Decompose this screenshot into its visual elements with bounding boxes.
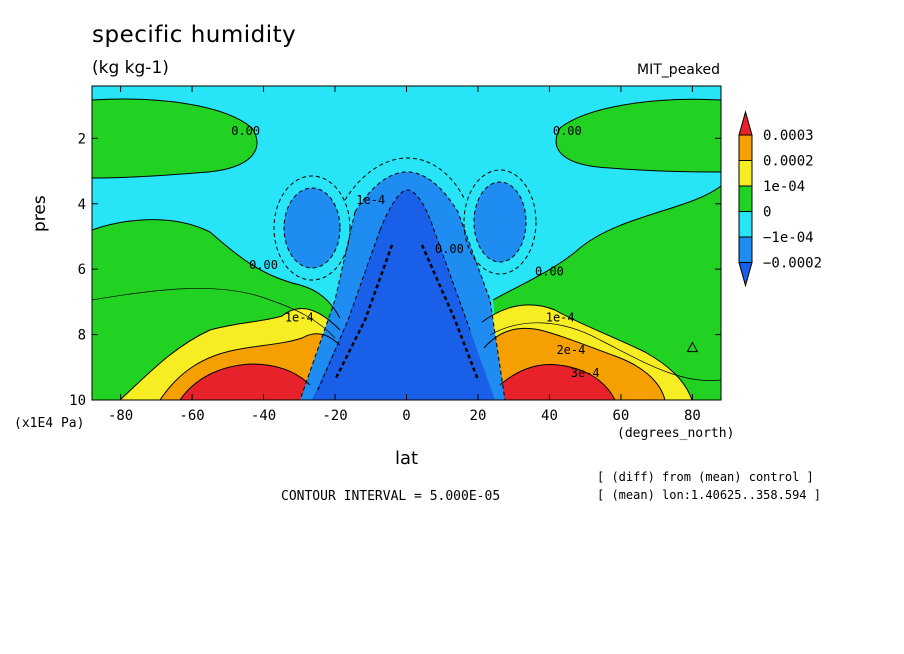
y-axis-units: (x1E4 Pa) bbox=[14, 416, 85, 431]
contour-label: 0.00 bbox=[535, 265, 564, 279]
colorbar-swatch bbox=[738, 160, 753, 187]
x-axis: -80 -60 -40 -20 0 20 40 60 80 bbox=[108, 86, 701, 424]
contour-labels: 0.00 0.00 0.00 0.00 1e-4 1e-4 2e-4 3e-4 1e-4 0.00 bbox=[231, 124, 599, 380]
chart-units: (kg kg-1) bbox=[92, 58, 169, 78]
contour-label: 0.00 bbox=[249, 258, 278, 272]
contour-label: 0.00 bbox=[435, 242, 464, 256]
colorbar-label: −1e-04 bbox=[763, 230, 814, 246]
colorbar-arrow-top bbox=[738, 110, 753, 136]
contour-label: 1e-4 bbox=[285, 311, 314, 325]
diff-note: [ (diff) from (mean) control ] bbox=[597, 470, 814, 484]
x-tick-label: 80 bbox=[684, 408, 701, 424]
colorbar-label: 0.0002 bbox=[763, 154, 814, 170]
contour-label: 1e-4 bbox=[546, 311, 575, 325]
dataset-label: MIT_peaked bbox=[637, 62, 720, 78]
colorbar-label: 0 bbox=[763, 205, 771, 221]
x-tick-label: -40 bbox=[251, 408, 276, 424]
x-tick-label: 0 bbox=[402, 408, 410, 424]
colorbar-swatch bbox=[738, 134, 753, 161]
colorbar-label: 0.0003 bbox=[763, 128, 814, 144]
x-axis-units: (degrees_north) bbox=[617, 426, 735, 441]
colorbar-legend: 0.0003 0.0002 1e-04 0 −1e-04 −0.0002 bbox=[738, 110, 822, 288]
x-tick-label: -20 bbox=[322, 408, 347, 424]
x-tick-label: 60 bbox=[613, 408, 630, 424]
x-tick-label: -80 bbox=[108, 408, 133, 424]
y-tick-label: 2 bbox=[78, 131, 86, 147]
y-tick-label: 10 bbox=[69, 393, 86, 409]
colorbar-arrow-bottom bbox=[738, 262, 753, 288]
colorbar-swatch bbox=[738, 185, 753, 212]
colorbar-label: −0.0002 bbox=[763, 256, 822, 272]
colorbar-swatch bbox=[738, 236, 753, 263]
contour-label: 0.00 bbox=[553, 124, 582, 138]
x-axis-label: lat bbox=[395, 448, 419, 469]
y-axis: 2 4 6 8 10 bbox=[69, 131, 721, 409]
x-tick-label: 20 bbox=[470, 408, 487, 424]
contour-label: 2e-4 bbox=[556, 343, 585, 357]
y-tick-label: 6 bbox=[78, 262, 86, 278]
contour-label: 3e-4 bbox=[571, 366, 600, 380]
mean-note: [ (mean) lon:1.40625..358.594 ] bbox=[597, 488, 821, 502]
negative-contours bbox=[273, 157, 537, 400]
chart-title: specific humidity bbox=[92, 22, 297, 48]
x-tick-label: 40 bbox=[541, 408, 558, 424]
marker-layer bbox=[686, 341, 699, 353]
x-tick-label: -60 bbox=[179, 408, 204, 424]
colorbar-swatch bbox=[738, 211, 753, 238]
colorbar-label: 1e-04 bbox=[763, 179, 805, 195]
contour-label: 0.00 bbox=[231, 124, 260, 138]
y-tick-label: 8 bbox=[78, 328, 86, 344]
contour-lines bbox=[92, 98, 721, 400]
contour-interval: CONTOUR INTERVAL = 5.000E-05 bbox=[281, 489, 501, 504]
contour-label: 1e-4 bbox=[356, 193, 385, 207]
contour-fill bbox=[92, 86, 721, 400]
triangle-marker-icon bbox=[686, 341, 699, 353]
y-tick-label: 4 bbox=[78, 197, 86, 213]
